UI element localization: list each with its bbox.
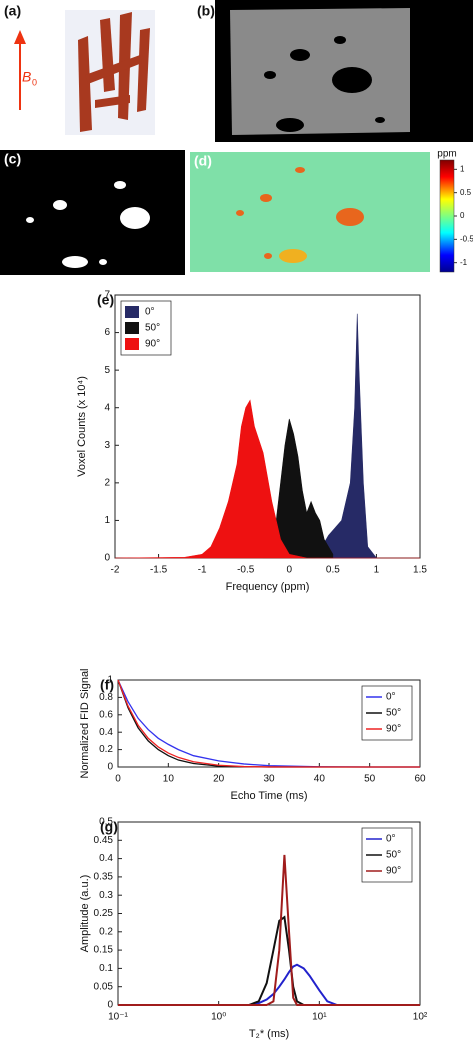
y-tick-label: 0.2 (99, 926, 113, 937)
line (117, 679, 420, 768)
field-subscript: 0 (32, 77, 37, 87)
colorbar-tick-label: -0.5 (460, 234, 473, 243)
x-tick-label: 60 (414, 774, 426, 785)
y-tick-label: 0 (104, 553, 110, 564)
y-tick-label: 1 (104, 515, 110, 526)
panel-b: (b) (197, 0, 473, 142)
mask-holes (26, 181, 150, 268)
panel-d: (d) ppm (190, 149, 457, 273)
y-tick-label: 2 (104, 477, 110, 488)
map-holes (236, 167, 364, 263)
y-tick-label: 0.4 (99, 727, 113, 738)
y-tick-label: 0.35 (94, 872, 114, 883)
y-tick-label: 4 (104, 402, 110, 413)
y-tick-label: 0.45 (94, 835, 114, 846)
y-axis-label: Amplitude (a.u.) (79, 875, 91, 953)
line (118, 915, 420, 1006)
map-bg (190, 152, 430, 272)
legend-label: 90° (386, 724, 401, 735)
y-tick-label: 1 (107, 675, 113, 686)
line (118, 963, 420, 1006)
legend-label: 50° (386, 850, 401, 861)
legend-label: 90° (386, 866, 401, 877)
y-tick-label: 7 (104, 290, 110, 301)
legend-label: 0° (386, 692, 396, 703)
panel-label: (f) (100, 677, 114, 693)
colorbar (439, 159, 455, 273)
x-axis-label: T₂* (ms) (249, 1028, 289, 1040)
x-tick-label: 10¹ (312, 1012, 327, 1023)
colorbar-tick-label: 1 (460, 164, 465, 173)
x-tick-label: 10⁰ (211, 1012, 226, 1023)
x-tick-label: 10 (163, 774, 175, 785)
y-tick-label: 0.25 (94, 908, 114, 919)
legend-swatch (125, 322, 139, 334)
y-tick-label: 3 (104, 440, 110, 451)
y-tick-label: 5 (104, 365, 110, 376)
y-tick-label: 0 (107, 762, 113, 773)
area (114, 399, 420, 559)
x-tick-label: 1.5 (413, 565, 427, 576)
y-tick-label: 6 (104, 327, 110, 338)
panel-label: (d) (194, 153, 212, 169)
x-tick-label: 1 (374, 565, 380, 576)
colorbar-tick-label: 0 (460, 211, 465, 220)
legend-label: 50° (145, 323, 160, 334)
panel-label: (c) (4, 151, 21, 167)
legend-label: 90° (145, 339, 160, 350)
colorbar-tick-label: -1 (460, 258, 468, 267)
x-tick-label: 0.5 (326, 565, 340, 576)
y-tick-label: 0.2 (99, 744, 113, 755)
x-tick-label: 10² (413, 1012, 428, 1023)
colorbar-title: ppm (437, 149, 456, 160)
y-tick-label: 0.5 (99, 817, 113, 828)
legend-swatch (125, 306, 139, 318)
x-axis-label: Frequency (ppm) (226, 581, 310, 593)
line (118, 854, 420, 1006)
x-tick-label: 10⁻¹ (108, 1012, 128, 1023)
holes (264, 36, 385, 132)
area (262, 418, 334, 559)
y-tick-label: 0 (107, 1000, 113, 1011)
legend-label: 0° (145, 307, 155, 318)
x-tick-label: 40 (314, 774, 326, 785)
y-tick-label: 0.8 (99, 692, 113, 703)
x-tick-label: 50 (364, 774, 376, 785)
y-axis-label: Normalized FID Signal (79, 668, 91, 778)
area (314, 313, 378, 559)
y-tick-label: 0.05 (94, 981, 114, 992)
y-tick-label: 0.4 (99, 853, 113, 864)
field-label: B (22, 69, 31, 85)
panel-a: B 0 (a) (4, 3, 155, 135)
x-tick-label: -2 (111, 565, 120, 576)
y-tick-label: 0.15 (94, 945, 114, 956)
y-tick-label: 0.6 (99, 709, 113, 720)
panel-label: (g) (100, 819, 118, 835)
x-tick-label: -0.5 (237, 565, 255, 576)
panel-c: (c) (0, 150, 185, 275)
arrow-head (14, 30, 26, 44)
y-axis-label: Voxel Counts (x 10⁴) (76, 376, 88, 477)
legend-swatch (125, 338, 139, 350)
panel-label: (e) (97, 292, 114, 308)
tissue (230, 8, 410, 135)
x-tick-label: 30 (263, 774, 275, 785)
x-tick-label: 0 (115, 774, 121, 785)
x-axis-label: Echo Time (ms) (230, 790, 307, 802)
x-tick-label: 20 (213, 774, 225, 785)
y-tick-label: 0.3 (99, 890, 113, 901)
x-tick-label: -1 (198, 565, 207, 576)
colorbar-tick-label: 0.5 (460, 188, 472, 197)
legend-label: 50° (386, 708, 401, 719)
x-tick-label: 0 (287, 565, 293, 576)
mask-bg (0, 150, 185, 275)
panel-label: (b) (197, 3, 215, 19)
x-tick-label: -1.5 (150, 565, 168, 576)
bone-rods (78, 12, 150, 132)
y-tick-label: 0.1 (99, 963, 113, 974)
legend-label: 0° (386, 834, 396, 845)
panel-label: (a) (4, 3, 21, 19)
